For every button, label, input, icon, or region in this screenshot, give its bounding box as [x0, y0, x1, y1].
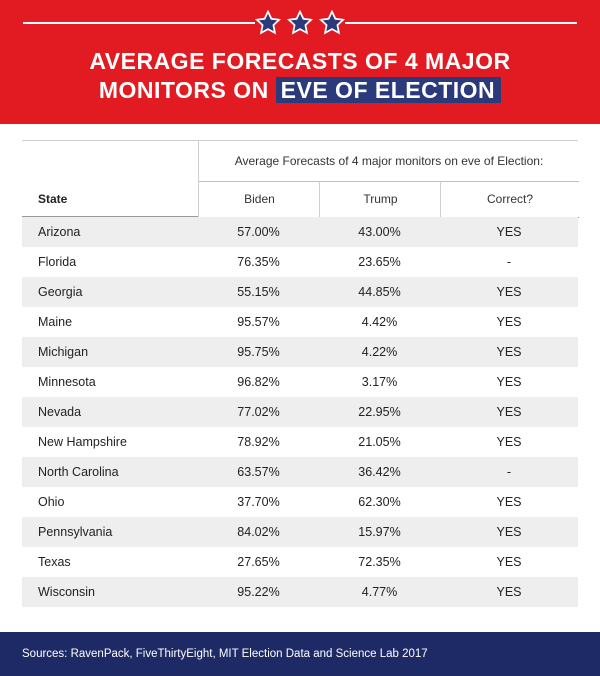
forecast-table: Average Forecasts of 4 major monitors on…	[22, 140, 579, 607]
cell-trump: 21.05%	[358, 435, 401, 449]
footer-sources: Sources: RavenPack, FiveThirtyEight, MIT…	[0, 632, 600, 676]
table-row: Texas 27.65% 72.35% YES	[22, 547, 578, 577]
column-header-correct: Correct?	[440, 181, 579, 218]
header-divider-right	[345, 22, 577, 24]
cell-biden: 55.15%	[237, 285, 280, 299]
cell-trump: 3.17%	[361, 375, 398, 389]
cell-trump: 4.42%	[361, 315, 398, 329]
cell-state: Pennsylvania	[38, 525, 113, 539]
cell-biden: 95.22%	[237, 585, 280, 599]
cell-correct: YES	[496, 435, 522, 449]
cell-state: Wisconsin	[38, 585, 95, 599]
title-line-2-plain: MONITORS ON	[98, 77, 276, 103]
cell-biden: 96.82%	[237, 375, 280, 389]
table-subheader: Average Forecasts of 4 major monitors on…	[198, 141, 579, 182]
cell-state: Ohio	[38, 495, 65, 509]
table-row: Nevada 77.02% 22.95% YES	[22, 397, 578, 427]
table-row: New Hampshire 78.92% 21.05% YES	[22, 427, 578, 457]
cell-biden: 95.75%	[237, 345, 280, 359]
star-icon	[319, 10, 345, 36]
table-row: Ohio 37.70% 62.30% YES	[22, 487, 578, 517]
cell-biden: 63.57%	[237, 465, 280, 479]
star-icon	[255, 10, 281, 36]
table-row: Minnesota 96.82% 3.17% YES	[22, 367, 578, 397]
cell-state: Minnesota	[38, 375, 96, 389]
cell-correct: YES	[496, 225, 522, 239]
cell-biden: 95.57%	[237, 315, 280, 329]
cell-trump: 4.77%	[361, 585, 398, 599]
header-divider-left	[23, 22, 255, 24]
cell-trump: 62.30%	[358, 495, 401, 509]
cell-correct: YES	[496, 285, 522, 299]
title-line-2: MONITORS ON EVE OF ELECTION	[0, 75, 600, 105]
cell-biden: 27.65%	[237, 555, 280, 569]
cell-state: Texas	[38, 555, 71, 569]
table-row: Arizona 57.00% 43.00% YES	[22, 217, 578, 247]
cell-trump: 15.97%	[358, 525, 401, 539]
cell-state: Maine	[38, 315, 73, 329]
cell-state: Georgia	[38, 285, 83, 299]
table-row: North Carolina 63.57% 36.42% -	[22, 457, 578, 487]
cell-trump: 23.65%	[358, 255, 401, 269]
column-header-state: State	[22, 181, 198, 217]
title-highlight: EVE OF ELECTION	[275, 77, 502, 103]
cell-trump: 43.00%	[358, 225, 401, 239]
cell-biden: 76.35%	[237, 255, 280, 269]
cell-correct: YES	[496, 405, 522, 419]
cell-trump: 36.42%	[358, 465, 401, 479]
table-row: Wisconsin 95.22% 4.77% YES	[22, 577, 578, 607]
table-row: Florida 76.35% 23.65% -	[22, 247, 578, 277]
cell-correct: YES	[496, 585, 522, 599]
cell-biden: 78.92%	[237, 435, 280, 449]
cell-correct: YES	[496, 375, 522, 389]
cell-trump: 44.85%	[358, 285, 401, 299]
cell-biden: 77.02%	[237, 405, 280, 419]
cell-correct: YES	[496, 525, 522, 539]
table-row: Michigan 95.75% 4.22% YES	[22, 337, 578, 367]
cell-state: North Carolina	[38, 465, 119, 479]
star-icon	[287, 10, 313, 36]
stars-group	[255, 10, 345, 36]
cell-biden: 84.02%	[237, 525, 280, 539]
cell-state: Florida	[38, 255, 77, 269]
cell-state: Nevada	[38, 405, 82, 419]
cell-correct: YES	[496, 555, 522, 569]
cell-correct: -	[506, 465, 512, 479]
header-banner: AVERAGE FORECASTS OF 4 MAJOR MONITORS ON…	[0, 0, 600, 124]
cell-trump: 4.22%	[361, 345, 398, 359]
cell-biden: 37.70%	[237, 495, 280, 509]
cell-biden: 57.00%	[237, 225, 280, 239]
cell-trump: 22.95%	[358, 405, 401, 419]
cell-correct: YES	[496, 345, 522, 359]
column-header-biden: Biden	[198, 181, 320, 218]
title-line-1: AVERAGE FORECASTS OF 4 MAJOR	[89, 48, 511, 74]
table-row: Pennsylvania 84.02% 15.97% YES	[22, 517, 578, 547]
table-header: Average Forecasts of 4 major monitors on…	[22, 140, 579, 218]
table-row: Maine 95.57% 4.42% YES	[22, 307, 578, 337]
cell-trump: 72.35%	[358, 555, 401, 569]
table-row: Georgia 55.15% 44.85% YES	[22, 277, 578, 307]
cell-correct: YES	[496, 495, 522, 509]
cell-state: New Hampshire	[38, 435, 127, 449]
cell-state: Arizona	[38, 225, 81, 239]
cell-correct: YES	[496, 315, 522, 329]
cell-state: Michigan	[38, 345, 89, 359]
cell-correct: -	[506, 255, 512, 269]
column-header-trump: Trump	[319, 181, 441, 218]
table-body: Arizona 57.00% 43.00% YES Florida 76.35% 23.65…	[22, 217, 578, 607]
